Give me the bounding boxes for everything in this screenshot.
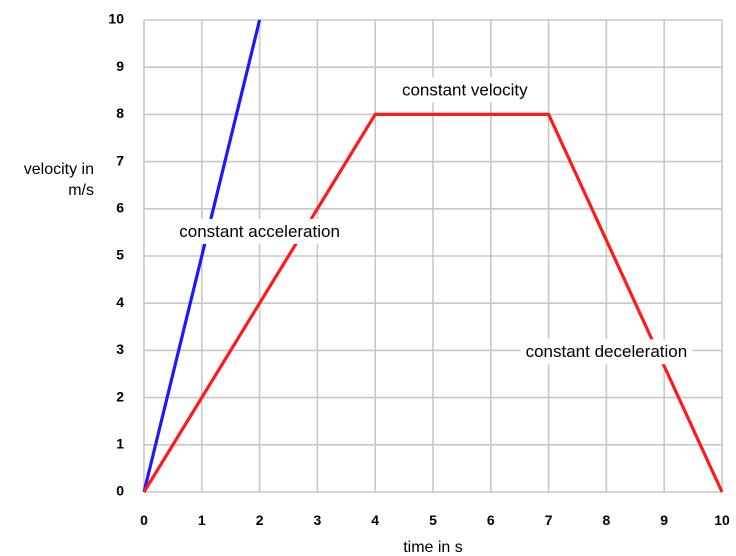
y-tick-label: 9 <box>116 58 124 74</box>
annotation-background <box>174 218 345 244</box>
x-tick-label: 1 <box>198 512 206 528</box>
x-tick-label: 3 <box>314 512 322 528</box>
annotation-background <box>520 339 693 365</box>
x-tick-label: 9 <box>660 512 668 528</box>
x-tick-label: 4 <box>371 512 379 528</box>
y-tick-label: 3 <box>116 341 124 357</box>
annotation-label: constant deceleration <box>526 342 688 361</box>
x-tick-labels: 0 1 2 3 4 5 6 7 8 9 10 <box>140 512 730 528</box>
series-group <box>142 19 724 493</box>
annotation-label: constant velocity <box>402 80 528 99</box>
y-tick-label: 4 <box>116 294 124 310</box>
y-tick-label: 6 <box>116 200 124 216</box>
y-tick-label: 0 <box>116 483 124 499</box>
y-tick-label: 7 <box>116 152 124 168</box>
x-tick-label: 10 <box>714 512 730 528</box>
x-tick-label: 0 <box>140 512 148 528</box>
x-axis-title: time in s <box>403 539 463 556</box>
y-tick-label: 2 <box>116 388 124 404</box>
x-tick-label: 2 <box>256 512 264 528</box>
annotations: constant velocity constant acceleration co… <box>174 77 693 365</box>
grid <box>143 19 723 493</box>
y-axis-title-line1: velocity in <box>24 161 94 178</box>
y-axis-title-line2: m/s <box>68 182 94 199</box>
y-tick-label: 1 <box>116 436 124 452</box>
x-tick-label: 5 <box>429 512 437 528</box>
annotation-background <box>396 77 534 103</box>
y-tick-label: 5 <box>116 247 124 263</box>
annotation-label: constant acceleration <box>179 222 340 241</box>
series-line-1 <box>142 19 262 493</box>
y-tick-labels: 0 1 2 3 4 5 6 7 8 9 10 <box>108 11 124 499</box>
y-tick-label: 8 <box>116 105 124 121</box>
x-tick-label: 8 <box>603 512 611 528</box>
y-tick-label: 10 <box>108 11 124 27</box>
x-tick-label: 6 <box>487 512 495 528</box>
series-line-2 <box>142 112 724 493</box>
x-tick-label: 7 <box>545 512 553 528</box>
